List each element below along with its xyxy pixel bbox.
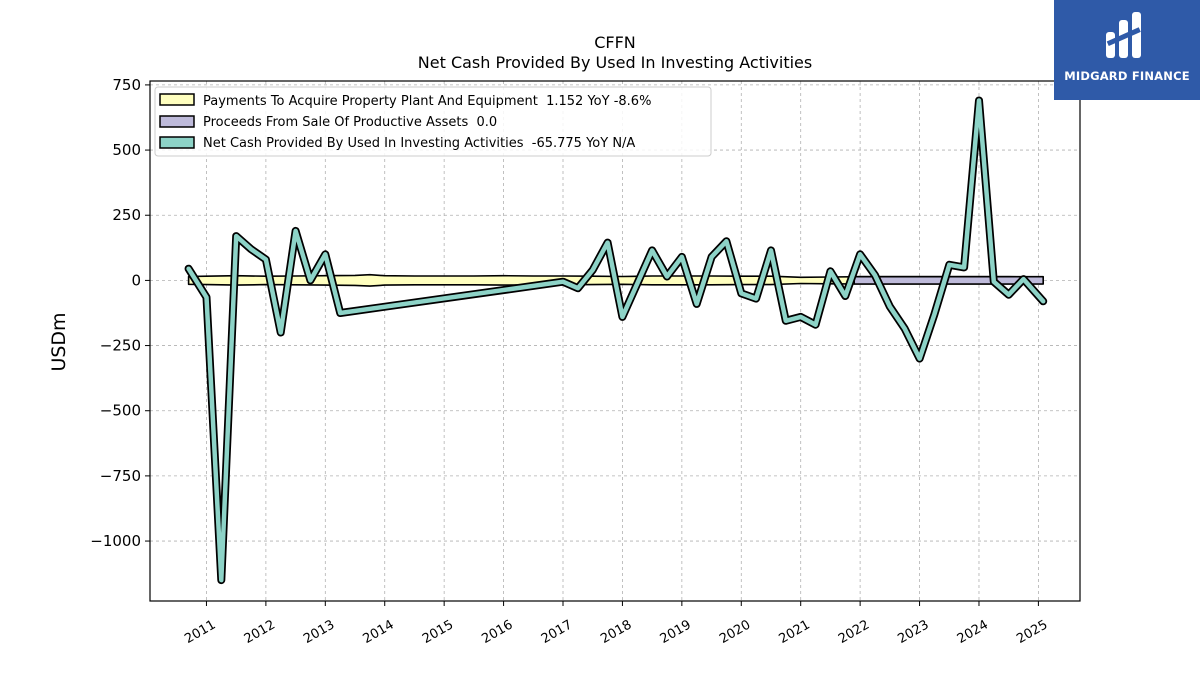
brand-name: MIDGARD FINANCE xyxy=(1064,69,1190,83)
y-tick-label: 500 xyxy=(112,141,141,159)
legend-swatch-capex xyxy=(159,93,195,106)
x-tick-label: 2024 xyxy=(955,617,991,647)
brand-logo: MIDGARD FINANCE xyxy=(1054,0,1200,100)
legend-label-capex: Payments To Acquire Property Plant And E… xyxy=(203,94,651,109)
x-tick-label: 2021 xyxy=(777,617,813,647)
x-tick-label: 2025 xyxy=(1014,617,1050,647)
legend-box xyxy=(154,86,712,157)
legend-swatch-proceeds xyxy=(159,115,195,128)
net-cash-line-outline xyxy=(184,96,1048,585)
x-tick-label: 2023 xyxy=(895,617,931,647)
x-tick-label: 2013 xyxy=(301,617,337,647)
x-tick-label: 2011 xyxy=(182,617,218,647)
y-tick-label: 750 xyxy=(112,76,141,94)
x-tick-label: 2014 xyxy=(361,617,397,647)
y-tick-label: −1000 xyxy=(90,532,141,550)
legend: Payments To Acquire Property Plant And E… xyxy=(154,86,712,157)
y-tick-label: −500 xyxy=(100,402,141,420)
gridlines xyxy=(150,81,1080,601)
chart-title: CFFN xyxy=(594,33,636,52)
y-tick-label: −750 xyxy=(100,467,141,485)
y-tick-label: −250 xyxy=(100,337,141,355)
x-tick-label: 2019 xyxy=(658,617,694,647)
legend-label-net-cash: Net Cash Provided By Used In Investing A… xyxy=(203,136,635,151)
y-axis-label: USDm xyxy=(48,312,70,371)
x-tick-label: 2022 xyxy=(836,617,872,647)
y-tick-label: 250 xyxy=(112,206,141,224)
plot-frame xyxy=(149,80,1081,602)
net-cash-line xyxy=(186,98,1046,583)
chart-subtitle: Net Cash Provided By Used In Investing A… xyxy=(418,53,812,72)
x-tick-label: 2020 xyxy=(717,617,753,647)
x-tick-label: 2015 xyxy=(420,617,456,647)
x-tick-label: 2017 xyxy=(539,617,575,647)
plot-area xyxy=(184,96,1048,585)
x-tick-label: 2012 xyxy=(242,617,278,647)
x-tick-label: 2016 xyxy=(479,617,515,647)
legend-swatch-net-cash xyxy=(159,136,195,149)
y-tick-label: 0 xyxy=(131,271,141,289)
x-tick-label: 2018 xyxy=(598,617,634,647)
midgard-logo-mark-icon xyxy=(1106,12,1141,58)
legend-label-proceeds: Proceeds From Sale Of Productive Assets … xyxy=(203,115,497,130)
